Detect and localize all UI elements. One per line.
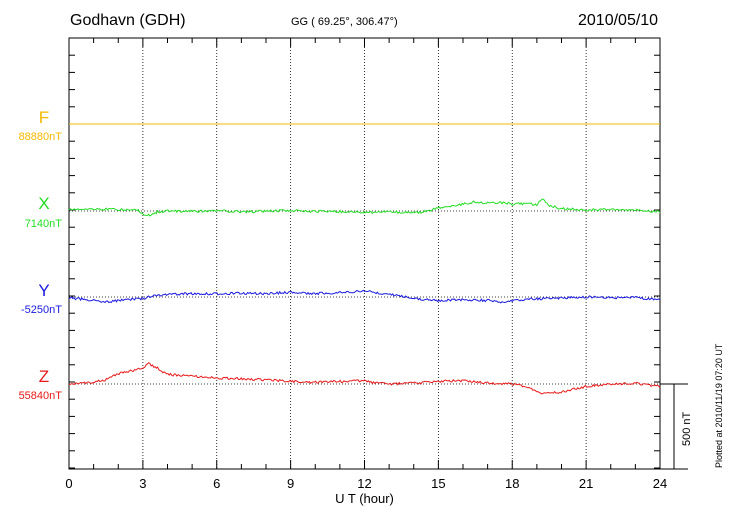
- channel-x-letter: X: [38, 194, 50, 213]
- channel-x-baseline: 7140nT: [24, 218, 62, 230]
- x-tick-label: 12: [357, 476, 371, 491]
- x-tick-label: 9: [287, 476, 294, 491]
- x-tick-label: 15: [431, 476, 445, 491]
- x-tick-label: 18: [505, 476, 519, 491]
- series-line-z: [68, 362, 661, 395]
- x-tick-label: 0: [65, 476, 72, 491]
- series-line-x: [68, 198, 661, 217]
- x-tick-label: 6: [213, 476, 220, 491]
- x-axis-label: U T (hour): [335, 491, 394, 506]
- series-line-y: [68, 289, 661, 304]
- x-tick-label: 21: [579, 476, 593, 491]
- station-coordinates: GG ( 69.25°, 306.47°): [291, 16, 398, 28]
- channel-z-baseline: 55840nT: [18, 390, 62, 402]
- channel-f-letter: F: [38, 108, 50, 127]
- x-tick-label: 24: [653, 476, 667, 491]
- scale-bar-label: 500 nT: [681, 411, 693, 446]
- channel-y-baseline: -5250nT: [21, 304, 62, 316]
- channel-y-letter: Y: [38, 281, 50, 300]
- plotted-note: Plotted at 2010/11/19 07:20 UT: [714, 343, 724, 468]
- x-tick-label: 3: [139, 476, 146, 491]
- channel-f-baseline: 88880nT: [18, 131, 62, 143]
- channel-z-letter: Z: [38, 367, 50, 386]
- date-label: 2010/05/10: [578, 12, 659, 29]
- station-title: Godhavn (GDH): [70, 12, 186, 29]
